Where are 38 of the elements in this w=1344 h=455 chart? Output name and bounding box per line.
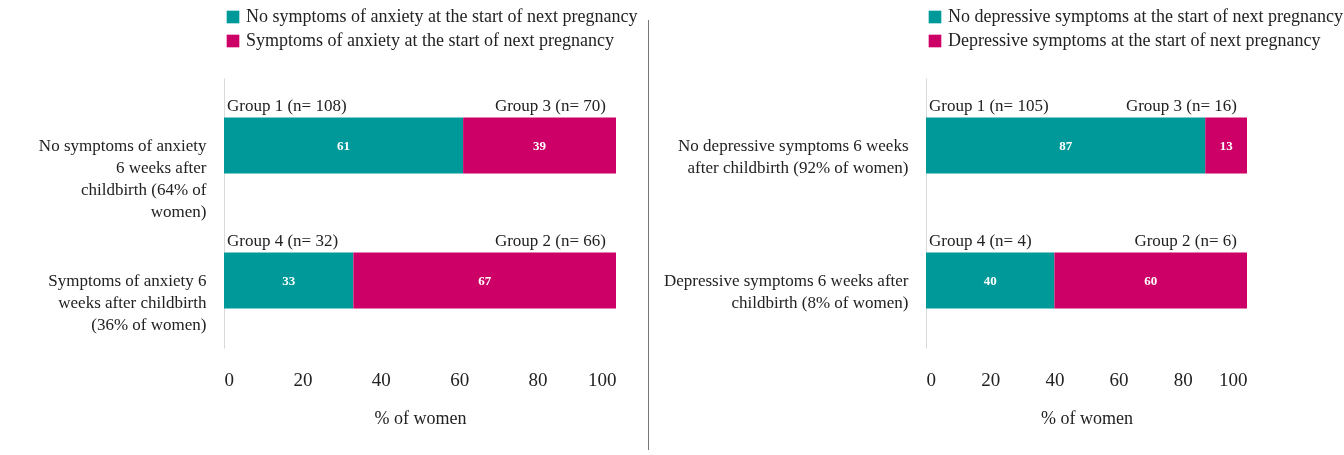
x-tick-label: 60 — [1109, 368, 1129, 390]
legend-label: No symptoms of anxiety at the start of next pregnancy — [246, 6, 638, 26]
data-label: 60 — [1144, 272, 1158, 288]
y-tick-label: Symptoms of anxiety 6 weeks after childbirth (36% of women) — [48, 270, 207, 334]
data-label: 33 — [282, 272, 296, 288]
x-tick-label: 40 — [371, 368, 391, 390]
x-tick-label: 0 — [926, 368, 936, 390]
x-tick-label: 20 — [293, 368, 313, 390]
legend-label: Depressive symptoms at the start of next pregnancy — [948, 30, 1321, 50]
annotation: Group 1 (n= 105) — [929, 95, 1049, 115]
x-tick-label: 60 — [450, 368, 470, 390]
x-tick-label: 0 — [224, 368, 234, 390]
annotation: Group 3 (n= 70) — [494, 95, 606, 115]
x-tick-label: 20 — [981, 368, 1001, 390]
data-label: 67 — [478, 272, 492, 288]
y-tick-label: Depressive symptoms 6 weeks after childbirth (8% of women) — [663, 270, 909, 312]
y-tick-label: No depressive symptoms 6 weeks after childbirth (92% of women) — [678, 135, 909, 177]
x-tick-label: 40 — [1045, 368, 1065, 390]
legend-label: Symptoms of anxiety at the start of next pregnancy — [246, 30, 614, 50]
data-label: 13 — [1219, 137, 1234, 153]
data-label: 40 — [983, 272, 997, 288]
x-tick-label: 100 — [588, 368, 617, 390]
data-label: 87 — [1059, 137, 1073, 153]
legend-label: No depressive symptoms at the start of next pregnancy — [948, 6, 1343, 26]
x-axis-title: % of women — [1041, 407, 1133, 428]
annotation: Group 4 (n= 32) — [227, 230, 339, 250]
x-tick-label: 80 — [528, 368, 548, 390]
x-tick-label: 100 — [1219, 368, 1248, 390]
annotation: Group 2 (n= 6) — [1134, 230, 1237, 250]
x-tick-label: 80 — [1173, 368, 1193, 390]
annotation: Group 1 (n= 108) — [227, 95, 347, 115]
annotation: Group 2 (n= 66) — [494, 230, 606, 250]
annotation: Group 3 (n= 16) — [1125, 95, 1237, 115]
data-label: 39 — [533, 137, 547, 153]
annotation: Group 4 (n= 4) — [929, 230, 1032, 250]
x-axis-title: % of women — [374, 407, 467, 428]
y-tick-label: No symptoms of anxiety 6 weeks after childbirth (64% of women) — [38, 135, 207, 221]
data-label: 61 — [337, 137, 351, 153]
